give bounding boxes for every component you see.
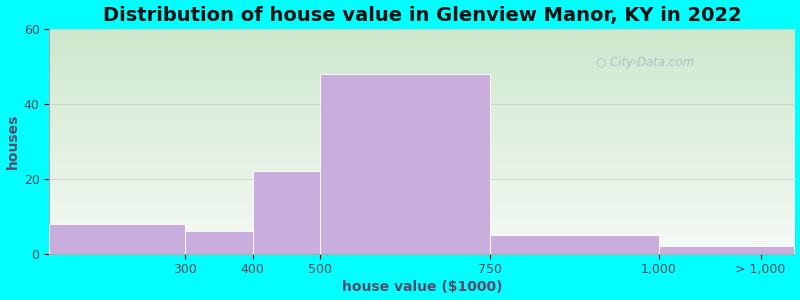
Y-axis label: houses: houses — [6, 113, 19, 169]
Bar — [253, 171, 320, 254]
Text: ○ City-Data.com: ○ City-Data.com — [596, 56, 694, 69]
Bar — [50, 224, 185, 254]
Bar — [490, 235, 659, 254]
Bar — [185, 231, 253, 254]
Title: Distribution of house value in Glenview Manor, KY in 2022: Distribution of house value in Glenview … — [102, 6, 742, 25]
Bar — [320, 74, 490, 254]
Bar — [659, 246, 794, 253]
X-axis label: house value ($1000): house value ($1000) — [342, 280, 502, 294]
